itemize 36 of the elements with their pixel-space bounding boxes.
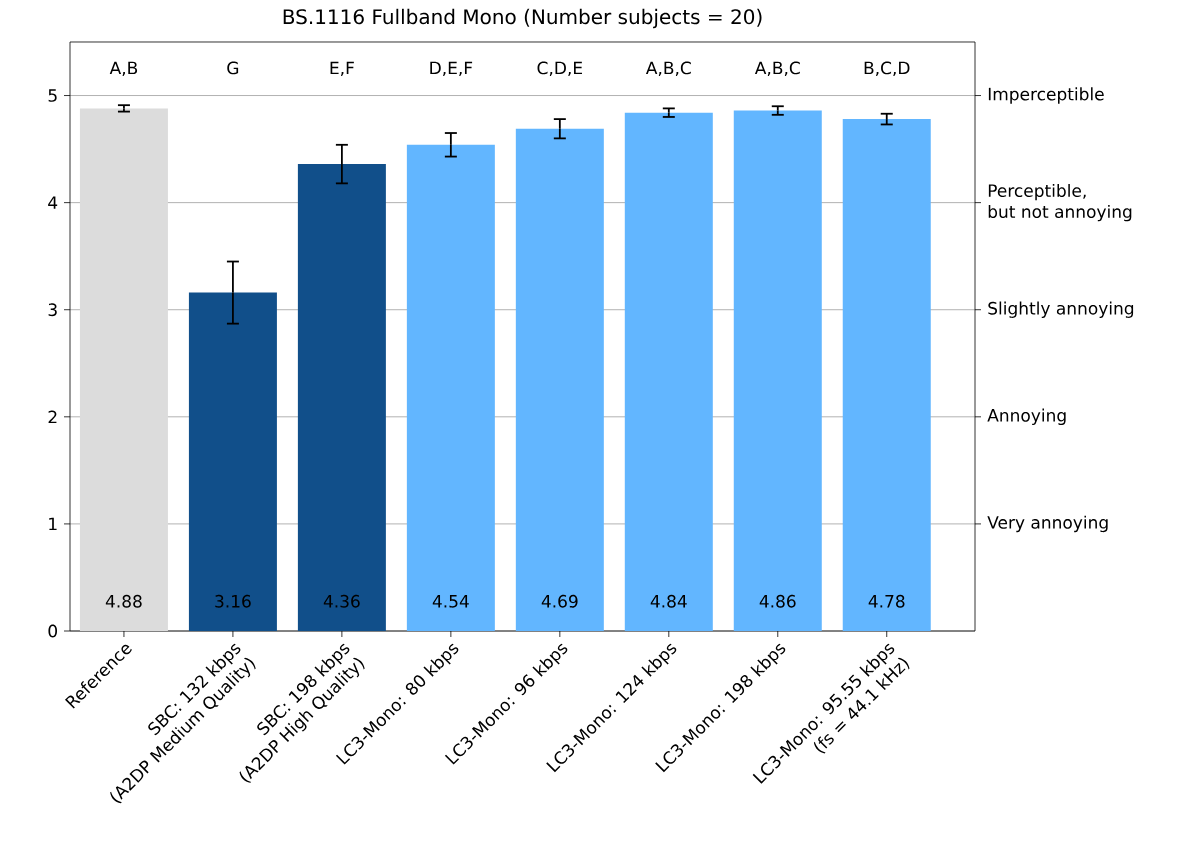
bar <box>733 110 822 631</box>
bar <box>188 292 277 631</box>
text: Slightly annoying <box>988 301 1134 318</box>
text: Perceptible, but not annoying <box>988 183 1132 222</box>
annotation: A,B <box>109 61 138 77</box>
annotation: C,D,E <box>537 61 582 77</box>
data-label: 4.36 <box>323 594 360 608</box>
bar <box>297 164 386 631</box>
data-label: 4.84 <box>650 594 687 608</box>
data-label: 4.69 <box>541 594 578 608</box>
annotation: A,B,C <box>754 61 800 77</box>
bar <box>406 144 495 631</box>
y-tick-label: 3 <box>48 303 57 317</box>
bar <box>624 112 713 631</box>
data-label: 3.16 <box>215 594 251 608</box>
bar <box>79 108 168 631</box>
bar <box>515 128 604 631</box>
y-tick-label: 1 <box>49 517 57 531</box>
text: Very annoying <box>987 515 1108 533</box>
data-label: 4.54 <box>432 595 469 608</box>
y-tick-label: 0 <box>48 624 57 638</box>
annotation: D,E,F <box>430 61 473 77</box>
y-tick-label: 4 <box>48 196 58 209</box>
bar <box>842 119 931 631</box>
text: Imperceptible <box>988 87 1104 104</box>
annotation: G <box>227 61 239 75</box>
y-tick-label: 2 <box>48 410 57 424</box>
annotation: A,B,C <box>645 61 691 77</box>
y-tick-label: 5 <box>48 89 57 102</box>
data-label: 4.78 <box>868 594 905 608</box>
data-label: 4.86 <box>759 594 796 608</box>
text: Annoying <box>987 408 1066 426</box>
chart-title: BS.1116 Fullband Mono (Number subjects = 20) <box>283 8 762 29</box>
data-label: 4.88 <box>105 594 142 608</box>
annotation: E,F <box>330 61 354 77</box>
annotation: B,C,D <box>864 61 910 77</box>
